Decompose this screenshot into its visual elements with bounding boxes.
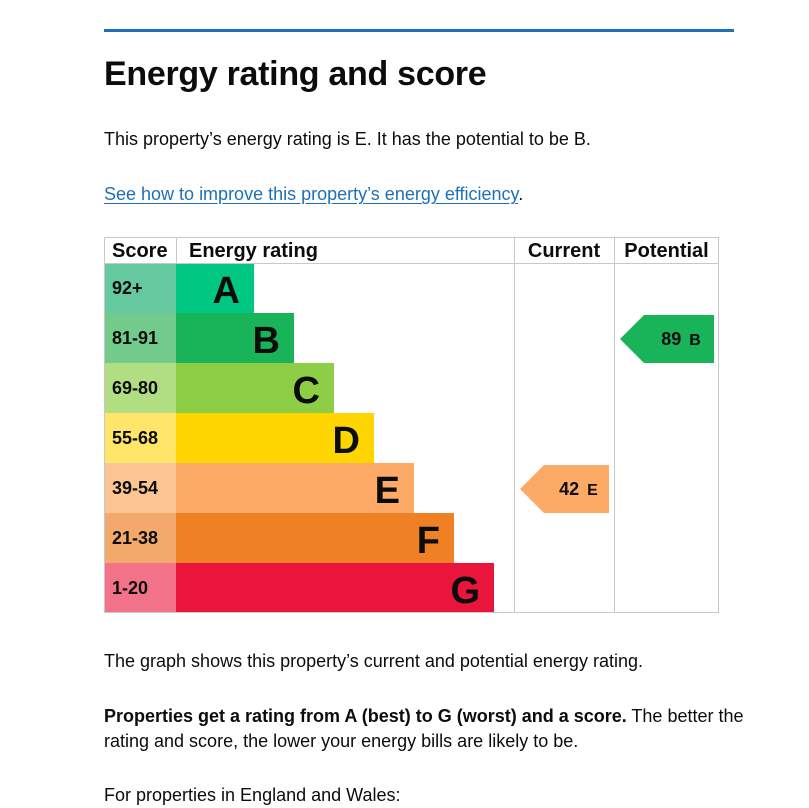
chart-border (104, 237, 719, 613)
improve-suffix: . (518, 184, 524, 204)
score-cell-a (104, 263, 176, 313)
rating-bar-c (176, 363, 334, 413)
top-rule (104, 29, 734, 32)
graph-note: The graph shows this property’s current … (104, 651, 643, 671)
score-range-d: 55-68 (112, 428, 158, 448)
rating-note-rest: The better the rating and score, the low… (104, 706, 744, 751)
score-range-e: 39-54 (112, 478, 158, 498)
rating-note: Properties get a rating from A (best) to… (104, 704, 744, 754)
rating-letter-d: D (333, 420, 360, 462)
rating-bar-a (176, 263, 254, 313)
score-cell-e (104, 463, 176, 513)
rating-letter-f: F (417, 520, 440, 562)
current-letter: E (587, 482, 598, 499)
header-score: Score (112, 240, 168, 262)
score-range-c: 69-80 (112, 378, 158, 398)
rating-summary: This property’s energy rating is E. It h… (104, 129, 591, 149)
score-cell-d (104, 413, 176, 463)
current-value: 42 E (559, 479, 598, 499)
rating-note-bold: Properties get a rating from A (best) to… (104, 706, 627, 726)
header-current: Current (528, 240, 601, 262)
score-cell-g (104, 563, 176, 613)
potential-score: 89 (661, 329, 681, 349)
score-cell-f (104, 513, 176, 563)
potential-arrow (620, 315, 714, 363)
rating-bar-b (176, 313, 294, 363)
page-title: Energy rating and score (104, 55, 487, 93)
rating-letter-e: E (375, 470, 400, 512)
rating-bar-e (176, 463, 414, 513)
score-range-f: 21-38 (112, 528, 158, 548)
improve-link[interactable]: See how to improve this property’s energ… (104, 184, 519, 204)
current-arrow (520, 465, 609, 513)
potential-value: 89 B (661, 329, 701, 349)
header-potential: Potential (624, 240, 708, 262)
score-range-a: 92+ (112, 278, 143, 298)
rating-letter-c: C (293, 370, 320, 412)
rating-letter-b: B (253, 320, 280, 362)
score-range-g: 1-20 (112, 578, 148, 598)
potential-letter: B (689, 332, 701, 349)
rating-bar-f (176, 513, 454, 563)
score-cell-b (104, 313, 176, 363)
rating-letter-g: G (450, 570, 480, 612)
current-score: 42 (559, 479, 579, 499)
rating-letter-a: A (213, 270, 240, 312)
improve-paragraph: See how to improve this property’s energ… (104, 182, 744, 207)
rating-bar-g (176, 563, 494, 613)
header-rating: Energy rating (189, 240, 318, 262)
score-range-b: 81-91 (112, 328, 158, 348)
rating-bar-d (176, 413, 374, 463)
score-cell-c (104, 363, 176, 413)
